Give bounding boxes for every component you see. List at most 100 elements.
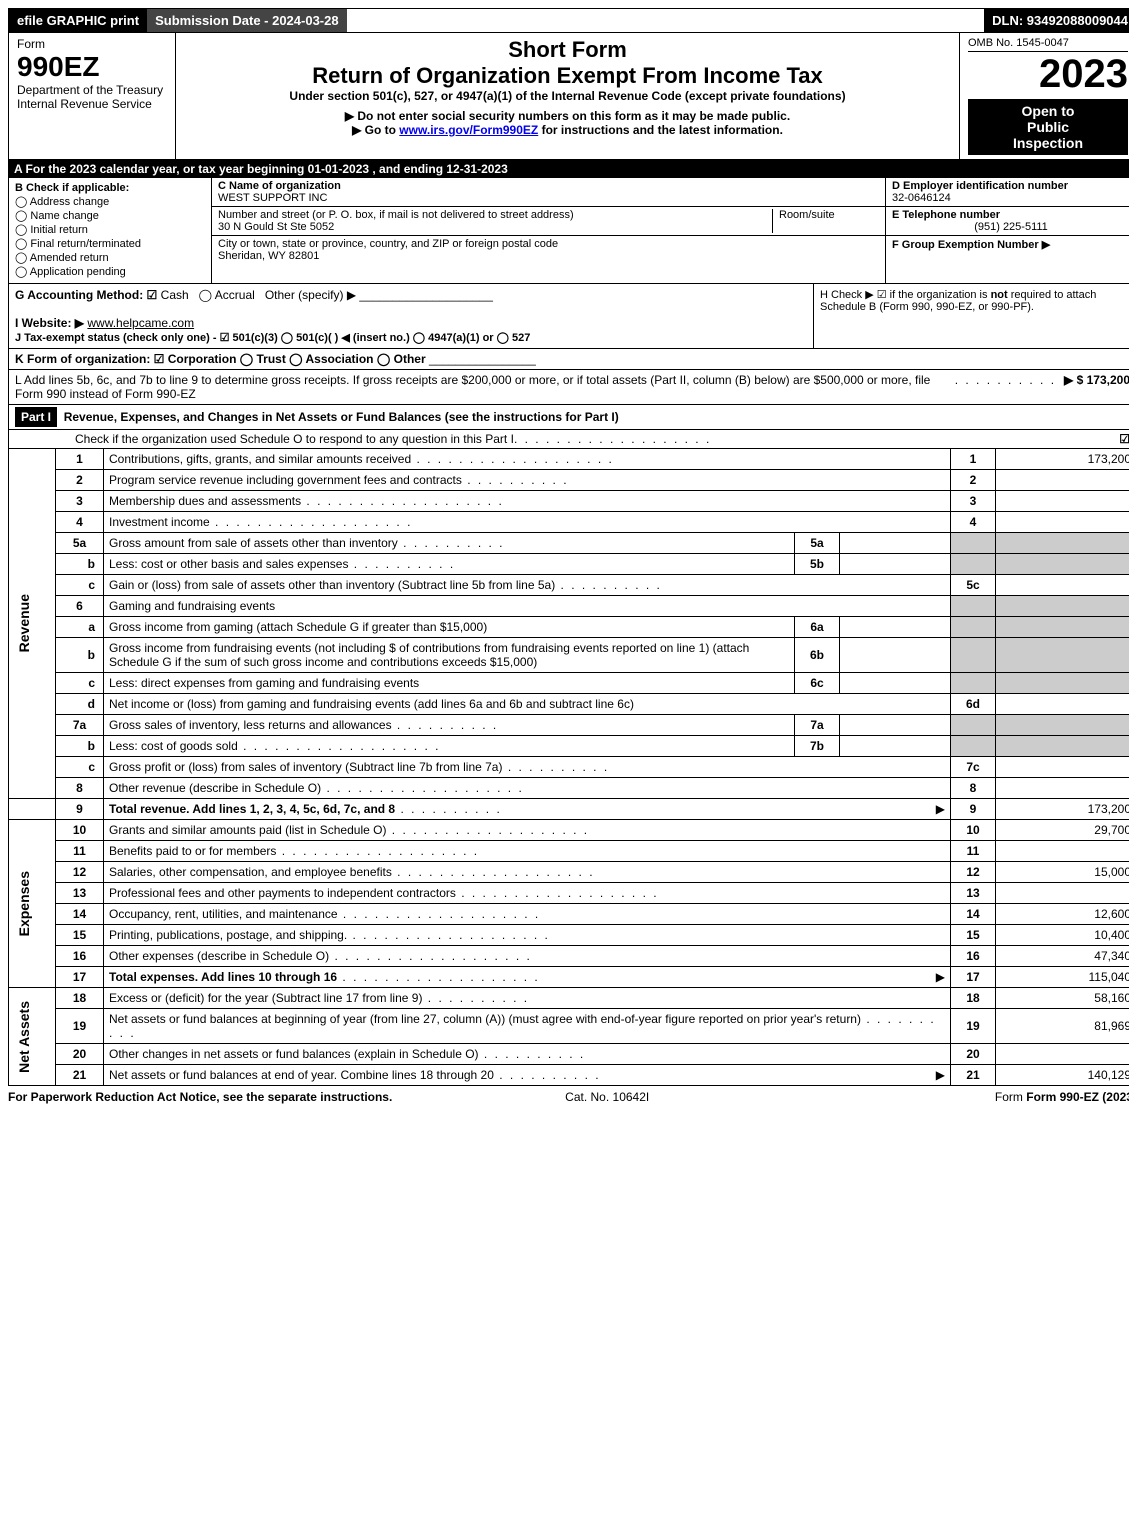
dots-icon <box>276 844 479 858</box>
part1-header: Part I Revenue, Expenses, and Changes in… <box>8 405 1129 430</box>
desc: Benefits paid to or for members <box>109 844 276 858</box>
dots-icon <box>392 865 595 879</box>
cb-address-change[interactable]: ◯ Address change <box>15 195 205 208</box>
amt <box>996 694 1129 715</box>
amt <box>996 883 1129 904</box>
amt-shade <box>996 533 1129 554</box>
rn: 1 <box>951 449 996 470</box>
part1-check-row: Check if the organization used Schedule … <box>8 430 1129 449</box>
desc: Less: cost or other basis and sales expe… <box>109 557 348 571</box>
ln: 18 <box>56 988 104 1009</box>
dots-icon <box>955 373 1056 401</box>
amt: 140,129 <box>996 1065 1129 1086</box>
arrow-icon: ▶ <box>936 1068 945 1082</box>
amt <box>996 1044 1129 1065</box>
cb-label: Amended return <box>30 252 109 264</box>
accrual-label: Accrual <box>215 288 255 302</box>
rn: 2 <box>951 470 996 491</box>
line-j: J Tax-exempt status (check only one) - ☑… <box>15 332 530 344</box>
box-b-title: B Check if applicable: <box>15 182 205 194</box>
header-center: Short Form Return of Organization Exempt… <box>176 33 960 159</box>
cb-label: Application pending <box>30 266 126 278</box>
inline-label: 7a <box>795 715 840 736</box>
desc: Membership dues and assessments <box>109 494 301 508</box>
ln: 7a <box>56 715 104 736</box>
cb-initial-return[interactable]: ◯ Initial return <box>15 223 205 236</box>
row-2: 2 Program service revenue including gove… <box>9 470 1129 491</box>
cb-name-change[interactable]: ◯ Name change <box>15 209 205 222</box>
line-k: K Form of organization: ☑ Corporation ◯ … <box>8 349 1129 370</box>
rn-shade <box>951 715 996 736</box>
desc: Less: cost of goods sold <box>109 739 238 753</box>
dots-icon <box>348 557 455 571</box>
ln: 12 <box>56 862 104 883</box>
city-label: City or town, state or province, country… <box>218 238 558 250</box>
g-label: G Accounting Method: <box>15 288 143 302</box>
desc: Program service revenue including govern… <box>109 473 462 487</box>
inline-value <box>840 673 951 694</box>
rn: 17 <box>951 967 996 988</box>
line-l-amount: ▶ $ 173,200 <box>1064 373 1129 401</box>
revenue-vlabel: Revenue <box>14 594 34 652</box>
city-row: City or town, state or province, country… <box>212 236 885 264</box>
dots-icon <box>337 970 540 984</box>
dots-icon <box>479 1047 586 1061</box>
ln: b <box>56 736 104 757</box>
short-form-title: Short Form <box>184 37 951 63</box>
arrow-icon: ▶ <box>936 970 945 984</box>
cb-amended-return[interactable]: ◯ Amended return <box>15 251 205 264</box>
cb-label: Name change <box>30 210 99 222</box>
ln: 20 <box>56 1044 104 1065</box>
desc: Net assets or fund balances at beginning… <box>109 1012 861 1026</box>
part1-checktext: Check if the organization used Schedule … <box>75 432 514 446</box>
box-d: D Employer identification number 32-0646… <box>885 178 1129 283</box>
ln: b <box>56 638 104 673</box>
street: 30 N Gould St Ste 5052 <box>218 221 334 233</box>
ln: b <box>56 554 104 575</box>
amt-shade <box>996 554 1129 575</box>
irs-link[interactable]: www.irs.gov/Form990EZ <box>399 123 538 137</box>
h-text1: H Check ▶ ☑ if the organization is <box>820 289 991 301</box>
header-left: Form 990EZ Department of the Treasury In… <box>9 33 176 159</box>
netassets-vlabel: Net Assets <box>14 1001 34 1073</box>
ln: d <box>56 694 104 715</box>
dots-icon <box>462 473 569 487</box>
rn-shade <box>951 638 996 673</box>
row-17: 17 Total expenses. Add lines 10 through … <box>9 967 1129 988</box>
dots-icon <box>210 515 413 529</box>
cb-label: Final return/terminated <box>30 238 141 250</box>
cb-final-return[interactable]: ◯ Final return/terminated <box>15 237 205 250</box>
dots-icon <box>502 760 609 774</box>
desc: Gross income from fundraising events (no… <box>109 641 749 669</box>
do-not-enter: ▶ Do not enter social security numbers o… <box>184 109 951 123</box>
desc: Total revenue. Add lines 1, 2, 3, 4, 5c,… <box>109 802 395 816</box>
rn: 9 <box>951 799 996 820</box>
expenses-vlabel: Expenses <box>14 871 34 936</box>
row-14: 14 Occupancy, rent, utilities, and maint… <box>9 904 1129 925</box>
dept-line2: Internal Revenue Service <box>17 97 167 111</box>
website-value[interactable]: www.helpcame.com <box>87 316 194 330</box>
amt-shade <box>996 638 1129 673</box>
dln-label: DLN: 93492088009044 <box>984 9 1129 32</box>
ln: 13 <box>56 883 104 904</box>
desc: Salaries, other compensation, and employ… <box>109 865 392 879</box>
open-line2: Public <box>972 119 1124 135</box>
row-9: 9 Total revenue. Add lines 1, 2, 3, 4, 5… <box>9 799 1129 820</box>
under-section: Under section 501(c), 527, or 4947(a)(1)… <box>184 89 951 103</box>
row-5a: 5a Gross amount from sale of assets othe… <box>9 533 1129 554</box>
cb-application-pending[interactable]: ◯ Application pending <box>15 265 205 278</box>
desc: Investment income <box>109 515 210 529</box>
dots-icon <box>555 578 662 592</box>
h-not: not <box>991 289 1008 301</box>
row-1: Revenue 1 Contributions, gifts, grants, … <box>9 449 1129 470</box>
ln: 21 <box>56 1065 104 1086</box>
top-bar: efile GRAPHIC print Submission Date - 20… <box>8 8 1129 33</box>
line-h: H Check ▶ ☑ if the organization is not r… <box>813 284 1129 348</box>
dots-icon <box>347 928 550 942</box>
row-15: 15 Printing, publications, postage, and … <box>9 925 1129 946</box>
room-suite: Room/suite <box>772 209 879 233</box>
amt-shade <box>996 596 1129 617</box>
group-exemption-row: F Group Exemption Number ▶ <box>886 236 1129 253</box>
phone-row: E Telephone number (951) 225-5111 <box>886 207 1129 236</box>
gh-row: G Accounting Method: ☑ Cash ◯ Accrual Ot… <box>8 284 1129 349</box>
